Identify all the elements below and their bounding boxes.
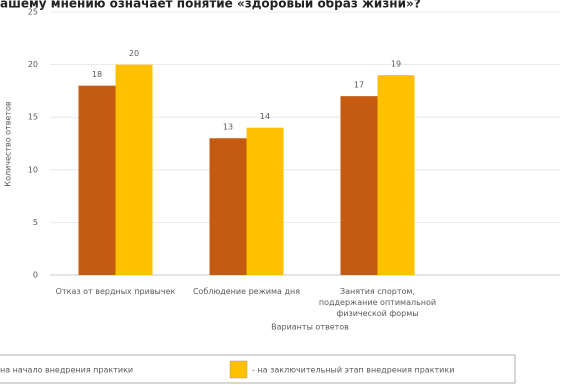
bar — [115, 64, 153, 275]
x-tick-label: Отказ от вердных привычек — [56, 287, 176, 296]
value-label: 18 — [92, 70, 102, 79]
y-tick-label: 25 — [28, 8, 38, 17]
y-tick-label: 0 — [33, 271, 38, 280]
bar — [246, 127, 284, 275]
legend-label: на начало внедрения практики — [0, 366, 133, 375]
value-label: 17 — [354, 81, 364, 90]
x-tick-label: Занятия спортом, поддержание оптимальной ф… — [319, 287, 436, 318]
chart-title: ашему мнению означает понятие «здоровый … — [0, 0, 421, 11]
value-label: 13 — [223, 123, 233, 132]
value-label: 20 — [129, 49, 139, 58]
bar — [340, 96, 378, 275]
bar — [377, 75, 415, 276]
legend-box — [0, 354, 516, 384]
value-label: 19 — [391, 60, 401, 69]
y-axis-label: Количество ответов — [4, 101, 13, 186]
bar — [78, 85, 116, 275]
x-axis-label: Варианты ответов — [271, 323, 349, 332]
y-tick-label: 5 — [33, 218, 38, 227]
x-tick-label: Соблюдение режима дня — [193, 287, 300, 296]
bar — [209, 138, 247, 275]
legend-swatch — [229, 360, 248, 379]
y-tick-label: 10 — [28, 165, 38, 174]
value-label: 14 — [260, 112, 270, 121]
y-tick-label: 20 — [28, 60, 38, 69]
y-tick-label: 15 — [28, 113, 38, 122]
legend-label: - на заключительный этап внедрения практ… — [252, 366, 454, 375]
